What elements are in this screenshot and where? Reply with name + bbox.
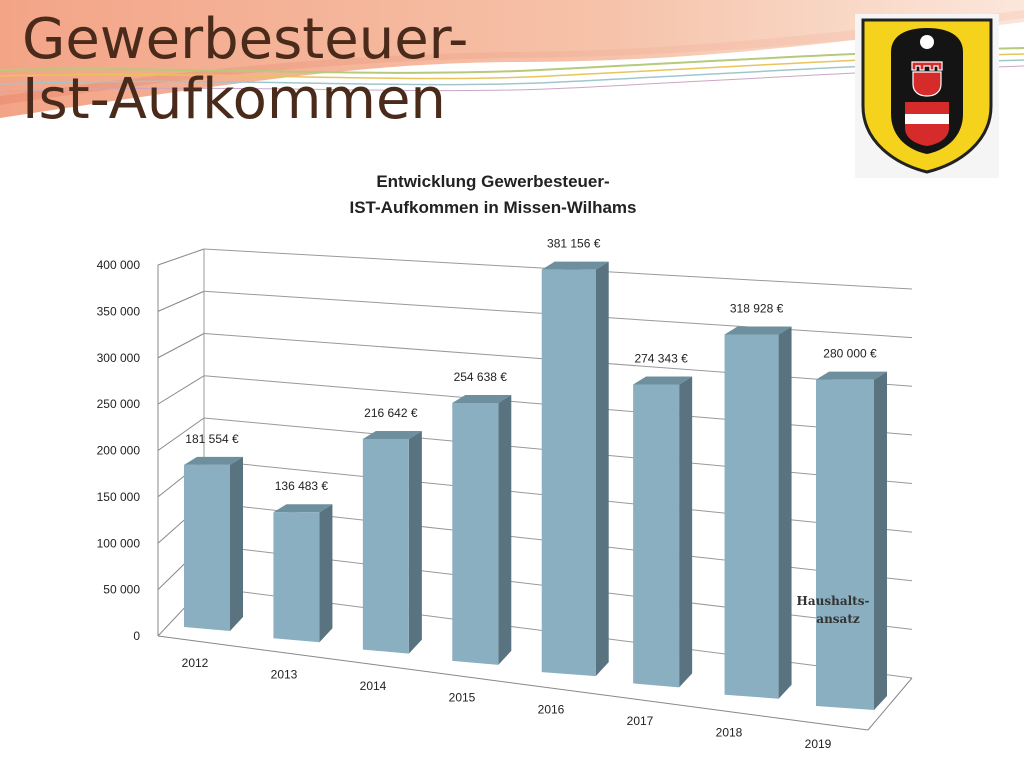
data-label: 181 554 €: [185, 432, 239, 446]
chart-title-line1: Entwicklung Gewerbesteuer-: [376, 172, 609, 191]
bar: [273, 512, 320, 643]
bar: [816, 379, 874, 710]
bar-side: [230, 456, 243, 631]
bar: [452, 402, 499, 665]
y-tick-label: 400 000: [97, 258, 141, 272]
x-tick-label: 2014: [360, 679, 387, 693]
annotation-line2: ansatz: [816, 612, 860, 626]
bar-side: [319, 504, 333, 643]
bar: [724, 334, 779, 699]
gridline-wall: [157, 417, 205, 451]
coat-of-arms-logo: [855, 14, 999, 178]
data-label: 254 638 €: [454, 370, 508, 384]
bar-top: [541, 261, 609, 270]
crest-stripe-bottom: [905, 124, 949, 146]
gridline-wall: [157, 290, 205, 312]
y-tick-label: 50 000: [103, 583, 140, 597]
gridline-wall: [157, 248, 205, 266]
bar-top: [362, 430, 422, 439]
annotation-line1: Haushalts-: [797, 594, 870, 608]
x-axis-ticks: 2012 2013 2014 2015 2016 2017 2018 2019: [182, 656, 832, 751]
y-tick-label: 300 000: [97, 351, 141, 365]
data-labels: 181 554 € 136 483 € 216 642 € 254 638 € 381 …: [185, 237, 877, 494]
x-tick-label: 2015: [449, 691, 476, 705]
bar-side: [778, 326, 792, 699]
bar-side: [874, 371, 887, 710]
crest-ring: [920, 35, 934, 49]
crest-stripe-top: [905, 102, 949, 114]
bar-side: [498, 394, 512, 665]
bar-side: [595, 261, 609, 677]
bar: [633, 384, 680, 688]
chart-gridlines: [157, 248, 913, 731]
y-tick-label: 200 000: [97, 444, 141, 458]
data-label: 216 642 €: [364, 406, 418, 420]
y-axis-ticks: 0 50 000 100 000 150 000 200 000 250 000 300 0…: [97, 258, 141, 643]
data-label: 381 156 €: [547, 237, 601, 251]
chart-bars: [184, 261, 887, 710]
bar-top: [724, 326, 792, 335]
x-tick-label: 2016: [538, 702, 565, 716]
bar: [184, 464, 230, 631]
data-label: 280 000 €: [823, 347, 877, 361]
bar-top: [452, 394, 512, 403]
crest-crown-figure: [911, 61, 943, 97]
slide-title-line1: Gewerbesteuer-: [22, 7, 469, 72]
bar: [541, 269, 596, 677]
bar: [362, 438, 409, 654]
data-label: 136 483 €: [275, 479, 329, 493]
slide-title-line2: Ist-Aufkommen: [22, 67, 446, 132]
floor-front-edge: [157, 635, 869, 731]
data-label: 274 343 €: [634, 351, 688, 365]
y-tick-label: 150 000: [97, 490, 141, 504]
data-label: 318 928 €: [730, 301, 784, 315]
y-tick-label: 350 000: [97, 304, 141, 318]
x-tick-label: 2013: [271, 668, 298, 682]
chart-title-line2: IST-Aufkommen in Missen-Wilhams: [350, 198, 637, 217]
bar-side: [408, 430, 422, 654]
bar-top: [273, 504, 333, 513]
y-tick-label: 250 000: [97, 397, 141, 411]
y-tick-label: 0: [133, 629, 140, 643]
chart-annotation: Haushalts- ansatz: [797, 594, 870, 626]
gridline-wall: [157, 375, 205, 405]
crest-stripe-middle: [905, 114, 949, 124]
slide-title: Gewerbesteuer- Ist-Aufkommen: [22, 10, 468, 130]
x-tick-label: 2012: [182, 656, 209, 670]
bar-side: [679, 376, 693, 688]
floor-right-edge: [867, 677, 913, 731]
bar-top: [816, 371, 887, 380]
gridline-wall: [157, 333, 205, 359]
x-tick-label: 2017: [627, 714, 654, 728]
bar-top: [184, 456, 243, 465]
x-tick-label: 2018: [716, 725, 743, 739]
bar-top: [633, 376, 693, 385]
y-tick-label: 100 000: [97, 536, 141, 550]
x-tick-label: 2019: [805, 737, 832, 751]
